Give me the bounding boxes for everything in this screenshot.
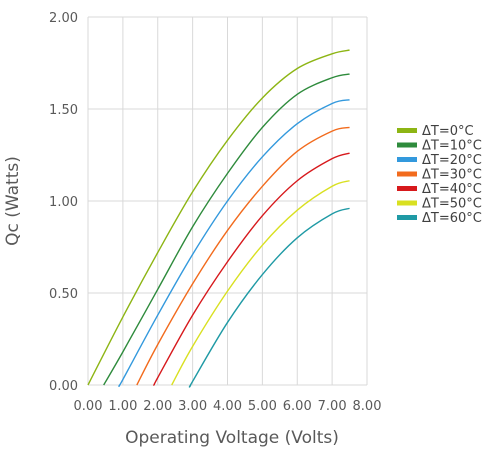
legend-label: ΔT=40°C xyxy=(422,182,482,197)
series-line-1 xyxy=(103,73,350,386)
legend-swatch xyxy=(397,215,417,220)
legend-label: ΔT=20°C xyxy=(422,153,482,168)
x-tick-label: 8.00 xyxy=(353,399,382,414)
x-axis-title: Operating Voltage (Volts) xyxy=(125,428,339,448)
series-line-0 xyxy=(87,49,350,386)
y-tick-label: 0.00 xyxy=(49,379,78,394)
series-line-6 xyxy=(188,207,350,388)
x-tick-label: 0.00 xyxy=(74,399,103,414)
x-tick-label: 5.00 xyxy=(248,399,277,414)
legend-swatch xyxy=(397,142,417,148)
legend-swatch xyxy=(397,200,417,206)
y-tick-label: 2.00 xyxy=(49,11,78,26)
legend-label: ΔT=60°C xyxy=(422,211,482,226)
y-tick-label: 0.50 xyxy=(49,287,78,302)
series-layer xyxy=(87,49,350,388)
legend-label: ΔT=50°C xyxy=(422,197,482,212)
series-line-4 xyxy=(153,152,350,386)
x-tick-label: 1.00 xyxy=(108,399,137,414)
legend-swatch xyxy=(397,157,417,162)
legend-label: ΔT=30°C xyxy=(422,168,482,183)
legend-label: ΔT=10°C xyxy=(422,139,482,154)
legend-swatch xyxy=(397,171,417,177)
tick-layer: 0.00 1.00 2.00 3.00 4.00 5.00 6.00 7.00 8.00 0.00… xyxy=(49,11,381,414)
x-tick-label: 6.00 xyxy=(283,399,312,414)
series-line-2 xyxy=(118,99,350,387)
y-tick-label: 1.50 xyxy=(49,103,78,118)
x-tick-label: 7.00 xyxy=(318,399,347,414)
x-tick-label: 2.00 xyxy=(143,399,172,414)
series-line-3 xyxy=(136,126,350,386)
legend-swatch xyxy=(397,186,417,191)
y-axis-title: Qc (Watts) xyxy=(3,156,23,246)
legend: ΔT=0°CΔT=10°CΔT=20°CΔT=30°CΔT=40°CΔT=50°… xyxy=(397,124,482,226)
legend-label: ΔT=0°C xyxy=(422,124,474,139)
series-line-5 xyxy=(171,180,350,386)
x-tick-label: 4.00 xyxy=(213,399,242,414)
x-tick-label: 3.00 xyxy=(178,399,207,414)
legend-swatch xyxy=(397,128,417,133)
y-tick-label: 1.00 xyxy=(49,195,78,210)
